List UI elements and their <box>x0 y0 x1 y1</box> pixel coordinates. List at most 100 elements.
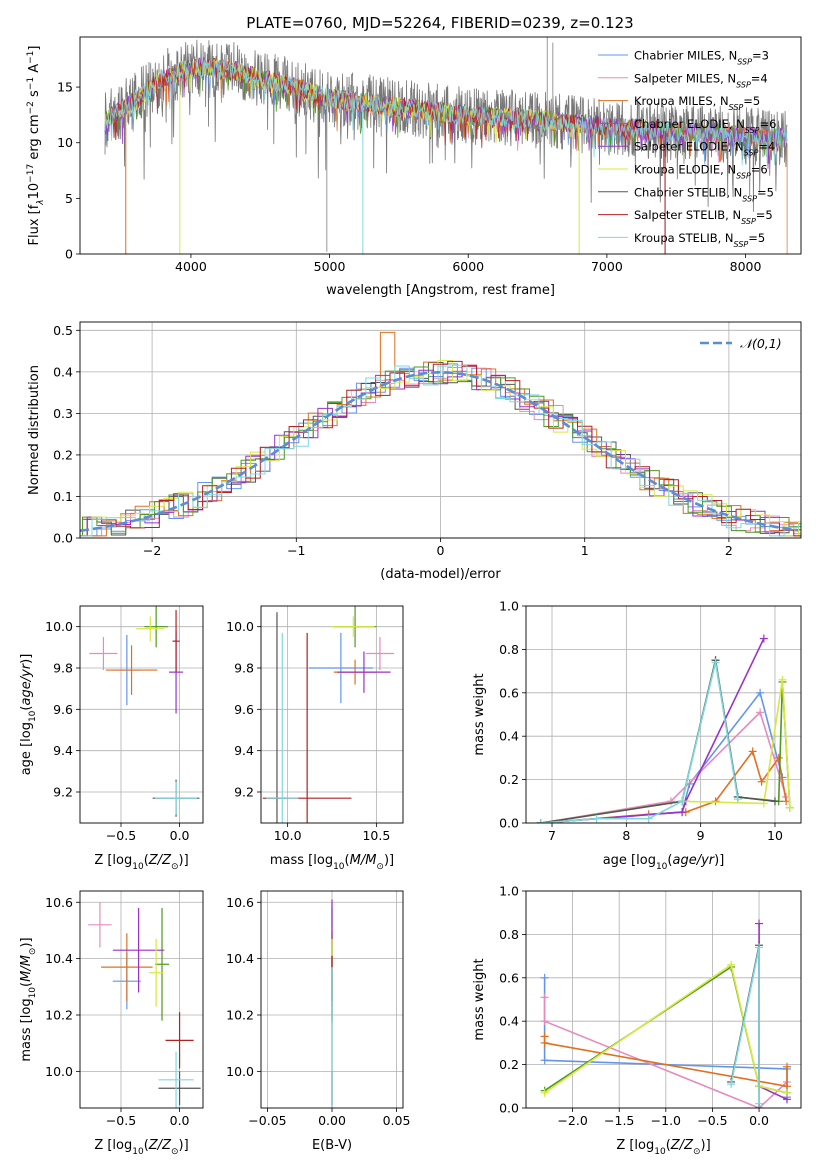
x-tick-label: 8000 <box>730 259 762 274</box>
x-tick-label: 1 <box>581 543 589 558</box>
y-tick-label: 0.5 <box>53 323 73 338</box>
axes-frame <box>79 321 802 539</box>
y-axis-label: Flux [fλ10−17 erg cm−2 s−1 A−1] <box>26 46 46 246</box>
x-tick-label: 0 <box>437 543 445 558</box>
y-tick-label: 10.6 <box>45 895 73 910</box>
axes-frame <box>260 605 404 824</box>
x-tick-label: −0.5 <box>106 1113 136 1128</box>
x-axis-label: E(B-V) <box>312 1138 352 1153</box>
histogram-step <box>80 366 801 537</box>
weight-lines <box>536 634 794 823</box>
normal-curve <box>80 371 799 532</box>
x-tick-label: −1 <box>287 543 305 558</box>
y-tick-label: 9.6 <box>53 702 73 717</box>
spectrum-lines <box>104 37 788 254</box>
y-tick-label: 0.3 <box>53 406 73 421</box>
y-tick-label: 10.2 <box>45 1008 73 1023</box>
x-tick-label: 4000 <box>175 259 207 274</box>
legend-label: Kroupa MILES, NSSP=5 <box>634 94 760 112</box>
legend-label: Chabrier MILES, NSSP=3 <box>634 49 769 67</box>
x-axis-label: age [log10(age/yr)] <box>603 853 725 872</box>
error-bars <box>89 606 200 817</box>
histogram-step <box>80 360 801 537</box>
series-line <box>104 58 788 254</box>
panel-mass-vs-metallicity: −0.5 0.0 10.0 10.2 10.4 10.6 Z [log10(Z/Z⊙)] ma… <box>19 890 204 1157</box>
legend-label: 𝒩(0,1) <box>740 336 782 351</box>
y-tick-label: 0.0 <box>53 531 73 546</box>
y-tick-label: 0.8 <box>499 927 519 942</box>
y-tick-label: 0.4 <box>499 729 519 744</box>
y-tick-label: 0.2 <box>499 772 519 787</box>
y-tick-label: 10.0 <box>226 1064 254 1079</box>
x-tick-label: −2.0 <box>557 1113 587 1128</box>
y-tick-label: 5 <box>65 191 73 206</box>
y-tick-label: 9.6 <box>234 702 254 717</box>
y-tick-label: 10.0 <box>45 619 73 634</box>
x-tick-label: 0.0 <box>170 1113 190 1128</box>
x-axis-label: mass [log10(M/M⊙)] <box>270 853 394 872</box>
x-tick-label: −2 <box>143 543 161 558</box>
panel-mass-vs-ebv: −0.05 0.00 0.05 10.0 10.2 10.4 10.6 E(B-V) <box>226 890 411 1153</box>
series-line <box>543 997 788 1108</box>
x-tick-label: −0.5 <box>697 1113 727 1128</box>
y-tick-label: 0.2 <box>53 447 73 462</box>
x-tick-label: 7 <box>548 828 556 843</box>
y-tick-label: 0.6 <box>499 685 519 700</box>
y-tick-label: 9.4 <box>234 743 254 758</box>
series-line <box>104 57 666 254</box>
error-bars <box>88 902 201 1108</box>
y-tick-label: 10.2 <box>226 1008 254 1023</box>
histograms <box>80 331 801 537</box>
panel-weight-vs-age: 7 8 9 10 0.0 0.2 0.4 0.6 0.8 1.0 age [log10(age/yr… <box>472 599 802 872</box>
x-tick-label: 10 <box>767 828 783 843</box>
x-tick-label: 0.05 <box>383 1113 411 1128</box>
figure-title: PLATE=0760, MJD=52264, FIBERID=0239, z=0… <box>246 14 633 32</box>
y-axis-label: mass [log10(M/M⊙)] <box>19 937 38 1061</box>
x-tick-label: −1.0 <box>651 1113 681 1128</box>
y-tick-label: 0.0 <box>499 1101 519 1116</box>
panel-age-vs-mass: 10.0 10.5 9.2 9.4 9.6 9.8 10.0 mass [log10(M/M⊙… <box>226 605 404 872</box>
y-tick-label: 1.0 <box>499 599 519 614</box>
legend-label: Salpeter STELIB, NSSP=5 <box>634 208 773 226</box>
legend-label: Salpeter MILES, NSSP=4 <box>634 71 768 89</box>
axes-frame <box>79 605 204 824</box>
axes-frame <box>79 36 802 255</box>
x-tick-label: 7000 <box>591 259 623 274</box>
y-tick-label: 0.1 <box>53 489 73 504</box>
x-tick-label: 0.0 <box>170 828 190 843</box>
x-tick-label: 6000 <box>452 259 484 274</box>
axes-frame <box>79 890 204 1109</box>
series-line <box>544 963 788 1094</box>
y-tick-label: 10.6 <box>226 895 254 910</box>
y-tick-label: 10.4 <box>226 951 254 966</box>
x-axis-label: Z [log10(Z/Z⊙)] <box>94 853 188 872</box>
y-tick-label: 15 <box>57 80 73 95</box>
x-tick-label: 2 <box>725 543 733 558</box>
panel-age-vs-metallicity: −0.5 0.0 9.2 9.4 9.6 9.8 10.0 Z [log10(Z/Z⊙)] ag… <box>19 605 204 872</box>
x-tick-label: 10.5 <box>362 828 390 843</box>
y-tick-label: 9.4 <box>53 743 73 758</box>
y-tick-label: 0.8 <box>499 642 519 657</box>
x-tick-label: 8 <box>622 828 630 843</box>
histogram-step <box>80 364 801 537</box>
y-tick-label: 9.2 <box>234 785 254 800</box>
y-tick-label: 9.2 <box>53 785 73 800</box>
x-tick-label: 10.0 <box>274 828 302 843</box>
x-axis-label: wavelength [Angstrom, rest frame] <box>326 283 555 298</box>
x-tick-label: 0.0 <box>749 1113 769 1128</box>
legend-label: Kroupa ELODIE, NSSP=6 <box>634 163 768 181</box>
series-line <box>104 59 788 166</box>
panel-weight-vs-metallicity: −2.0 −1.5 −1.0 −0.5 0.0 0.0 0.2 0.4 0.6 0.8 1.0 Z [… <box>472 884 802 1157</box>
series-line <box>540 749 787 823</box>
legend-label: Chabrier STELIB, NSSP=5 <box>634 185 774 203</box>
y-axis-label: mass weight <box>472 673 487 755</box>
series-line <box>758 923 788 1101</box>
y-tick-label: 10 <box>57 135 73 150</box>
x-axis-label: Z [log10(Z/Z⊙)] <box>94 1138 188 1157</box>
legend-label: Salpeter ELODIE, NSSP=4 <box>634 140 775 158</box>
x-tick-label: −0.5 <box>106 828 136 843</box>
axes-frame <box>525 605 802 824</box>
y-tick-label: 9.8 <box>234 661 254 676</box>
y-tick-label: 0.2 <box>499 1057 519 1072</box>
